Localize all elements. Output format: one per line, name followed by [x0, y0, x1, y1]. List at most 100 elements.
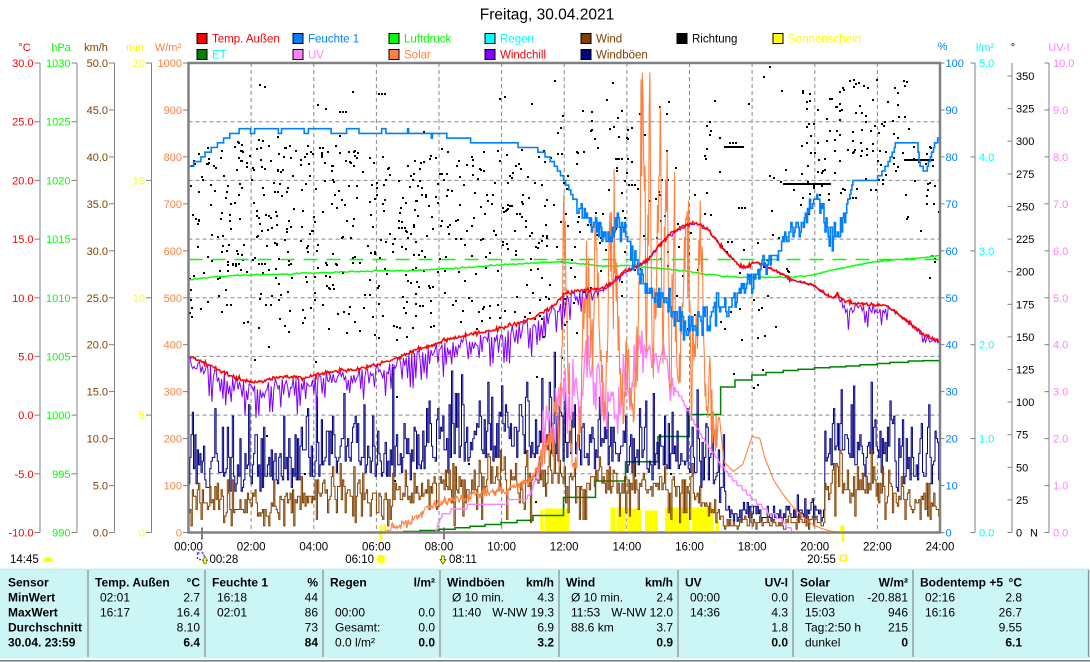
svg-text:02:00: 02:00 — [237, 542, 266, 554]
svg-text:3.2: 3.2 — [537, 636, 554, 650]
svg-text:20:00: 20:00 — [800, 542, 829, 554]
svg-text:1.0: 1.0 — [979, 434, 994, 446]
svg-text:50: 50 — [1016, 462, 1028, 474]
svg-text:6.1: 6.1 — [1005, 636, 1022, 650]
svg-text:00:00: 00:00 — [335, 606, 365, 620]
svg-text:26.7: 26.7 — [999, 606, 1023, 620]
svg-text:125: 125 — [1016, 365, 1034, 377]
svg-text:25.0: 25.0 — [12, 117, 33, 129]
svg-text:1000: 1000 — [158, 58, 182, 70]
svg-text:%: % — [307, 576, 318, 590]
svg-text:60: 60 — [946, 246, 958, 258]
svg-text:45.0: 45.0 — [87, 105, 108, 117]
svg-text:Temp. Außen: Temp. Außen — [212, 34, 280, 46]
svg-text:0.0: 0.0 — [771, 636, 788, 650]
svg-text:30.0: 30.0 — [87, 246, 108, 258]
svg-text:Regen: Regen — [500, 34, 534, 46]
svg-text:20: 20 — [946, 434, 958, 446]
svg-text:0: 0 — [901, 636, 908, 650]
svg-text:16:18: 16:18 — [217, 591, 247, 605]
svg-text:40: 40 — [946, 340, 958, 352]
svg-text:06:00: 06:00 — [362, 542, 391, 554]
svg-text:Luftdruck: Luftdruck — [404, 34, 452, 46]
svg-text:325: 325 — [1016, 104, 1034, 116]
svg-text:Wind: Wind — [566, 576, 595, 590]
svg-text:l/m²: l/m² — [414, 576, 435, 590]
svg-text:km/h: km/h — [645, 576, 673, 590]
svg-text:22:00: 22:00 — [863, 542, 892, 554]
svg-text:1030: 1030 — [46, 58, 70, 70]
svg-text:W/m²: W/m² — [155, 42, 182, 54]
svg-text:MinWert: MinWert — [8, 591, 55, 605]
svg-text:75: 75 — [1016, 430, 1028, 442]
svg-text:0.0: 0.0 — [771, 591, 788, 605]
svg-text:5.0: 5.0 — [979, 58, 994, 70]
svg-text:275: 275 — [1016, 169, 1034, 181]
svg-text:Sensor: Sensor — [8, 576, 49, 590]
svg-text:02:01: 02:01 — [100, 591, 130, 605]
svg-text:73: 73 — [305, 621, 319, 635]
svg-text:Windchill: Windchill — [500, 50, 546, 62]
svg-text:16:17: 16:17 — [100, 606, 130, 620]
svg-text:dunkel: dunkel — [805, 636, 840, 650]
svg-text:Richtung: Richtung — [692, 34, 737, 46]
svg-text:1015: 1015 — [46, 234, 70, 246]
svg-text:5.0: 5.0 — [1053, 293, 1068, 305]
svg-text:3.0: 3.0 — [1053, 387, 1068, 399]
svg-text:175: 175 — [1016, 299, 1034, 311]
svg-text:0: 0 — [946, 528, 952, 540]
svg-text:15:03: 15:03 — [805, 606, 835, 620]
svg-text:-5.0: -5.0 — [15, 469, 34, 481]
svg-text:35.0: 35.0 — [87, 199, 108, 211]
svg-text:10: 10 — [946, 481, 958, 493]
svg-text:350: 350 — [1016, 71, 1034, 83]
svg-text:250: 250 — [1016, 202, 1034, 214]
svg-text:14:45: 14:45 — [10, 554, 39, 566]
svg-text:2.0: 2.0 — [1053, 434, 1068, 446]
svg-text:50.0: 50.0 — [87, 58, 108, 70]
svg-text:800: 800 — [164, 152, 182, 164]
svg-text:hPa: hPa — [51, 42, 71, 54]
svg-text:0.0: 0.0 — [979, 528, 994, 540]
svg-text:6.0: 6.0 — [1053, 246, 1068, 258]
svg-text:08:00: 08:00 — [425, 542, 454, 554]
svg-text:500: 500 — [164, 293, 182, 305]
svg-text:70: 70 — [946, 199, 958, 211]
svg-text:Durchschnitt: Durchschnitt — [8, 621, 82, 635]
svg-text:15.0: 15.0 — [12, 234, 33, 246]
svg-text:10:00: 10:00 — [487, 542, 516, 554]
svg-text:Windböen: Windböen — [596, 50, 648, 62]
svg-text:0: 0 — [139, 528, 145, 540]
svg-text:04:00: 04:00 — [299, 542, 328, 554]
svg-text:0.0: 0.0 — [418, 621, 435, 635]
svg-text:Tag:2:50 h: Tag:2:50 h — [805, 621, 861, 635]
svg-text:l/m²: l/m² — [976, 42, 995, 54]
svg-text:08:11: 08:11 — [449, 554, 477, 566]
svg-text:0: 0 — [1016, 528, 1022, 540]
svg-text:00:00: 00:00 — [174, 542, 203, 554]
svg-text:W/m²: W/m² — [879, 576, 908, 590]
svg-text:30: 30 — [946, 387, 958, 399]
svg-text:N: N — [1030, 528, 1038, 540]
svg-text:12:00: 12:00 — [550, 542, 579, 554]
svg-text:20.0: 20.0 — [12, 175, 33, 187]
svg-text:0.0 l/m²: 0.0 l/m² — [335, 636, 375, 650]
svg-text:8.10: 8.10 — [177, 621, 201, 635]
svg-text:3.7: 3.7 — [656, 621, 673, 635]
svg-text:18:00: 18:00 — [738, 542, 767, 554]
svg-text:Windböen: Windböen — [447, 576, 505, 590]
svg-text:Freitag, 30.04.2021: Freitag, 30.04.2021 — [480, 7, 614, 24]
svg-text:0.0: 0.0 — [418, 636, 435, 650]
svg-text:20.0: 20.0 — [87, 340, 108, 352]
svg-text:995: 995 — [52, 469, 70, 481]
svg-text:Regen: Regen — [330, 576, 367, 590]
svg-text:225: 225 — [1016, 234, 1034, 246]
svg-text:14:00: 14:00 — [613, 542, 642, 554]
svg-text:40.0: 40.0 — [87, 152, 108, 164]
svg-text:0: 0 — [176, 528, 182, 540]
svg-text:15.0: 15.0 — [87, 387, 108, 399]
svg-text:km/h: km/h — [84, 42, 108, 54]
svg-text:1025: 1025 — [46, 117, 70, 129]
svg-text:UV-I: UV-I — [765, 576, 788, 590]
svg-text:14:36: 14:36 — [690, 606, 720, 620]
